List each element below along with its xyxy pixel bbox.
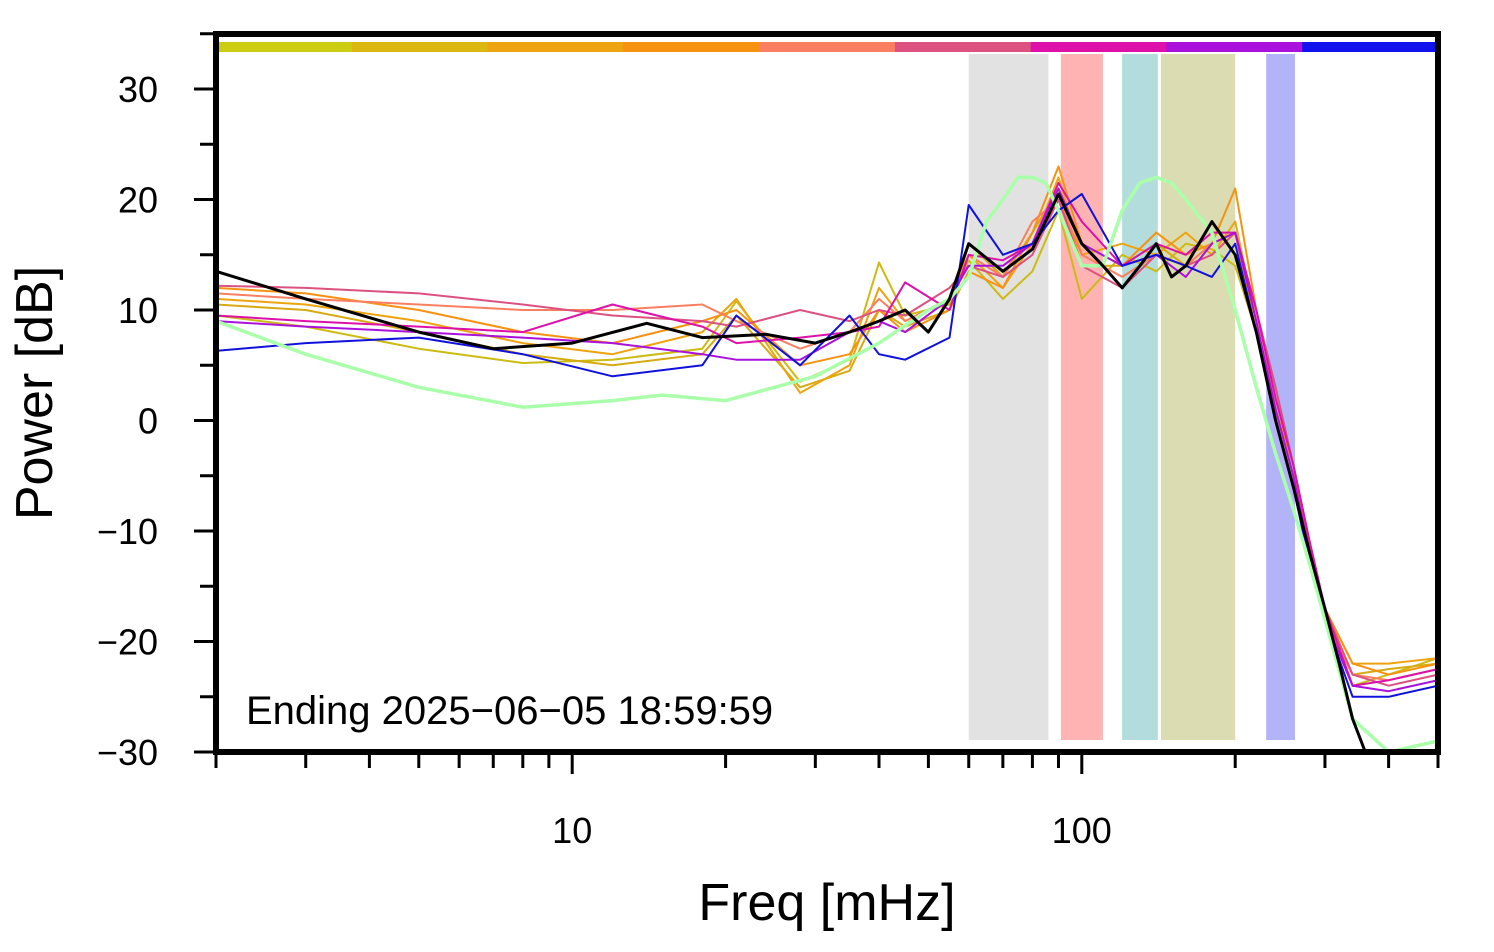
y-tick-label: −10 (97, 511, 158, 552)
y-tick-label: −30 (97, 732, 158, 773)
color-strip (216, 42, 1439, 52)
color-strip-segment-8 (1166, 42, 1303, 52)
color-strip-segment-7 (1030, 42, 1167, 52)
spectrum-line-9 (216, 193, 1438, 698)
spectrum-line-8 (216, 187, 1438, 693)
spectrum-line-3 (216, 176, 1438, 665)
spectrum-line-7 (216, 181, 1438, 687)
x-axis-title: Freq [mHz] (698, 874, 955, 932)
color-strip-segment-4 (623, 42, 760, 52)
band-2 (1060, 54, 1103, 740)
color-strip-segment-1 (216, 42, 353, 52)
spectrum-line-2 (216, 187, 1438, 676)
y-tick-label: 10 (118, 290, 158, 331)
color-strip-segment-2 (351, 42, 489, 52)
x-tick-label: 10 (552, 810, 592, 851)
color-strip-segment-5 (759, 42, 896, 52)
y-tick-label: 30 (118, 69, 158, 110)
spectrum-line-4 (216, 165, 1438, 676)
y-axis-title: Power [dB] (6, 266, 64, 520)
x-axis-ticks: 10 100 (214, 752, 1440, 851)
spectrum-lines (216, 165, 1438, 752)
spectrum-line-5 (216, 198, 1438, 682)
y-tick-label: 0 (138, 401, 158, 442)
spectrum-line-10 (216, 175, 1438, 752)
x-tick-label: 100 (1052, 810, 1112, 851)
plot-frame (213, 31, 1441, 755)
spectrum-line-6 (216, 198, 1438, 687)
band-1 (968, 54, 1049, 740)
color-strip-segment-6 (894, 42, 1032, 52)
band-4 (1160, 54, 1236, 740)
spectrum-line-1 (216, 209, 1438, 687)
frequency-bands (968, 54, 1295, 740)
y-tick-label: −20 (97, 622, 158, 663)
y-tick-label: 20 (118, 180, 158, 221)
color-strip-segment-3 (487, 42, 624, 52)
y-axis-ticks: −30 −20 −10 0 10 20 30 (97, 32, 216, 773)
color-strip-segment-9 (1302, 42, 1439, 52)
timestamp-annotation: Ending 2025−06−05 18:59:59 (246, 689, 773, 733)
band-3 (1122, 54, 1158, 740)
spectrum-line-11 (216, 192, 1369, 752)
